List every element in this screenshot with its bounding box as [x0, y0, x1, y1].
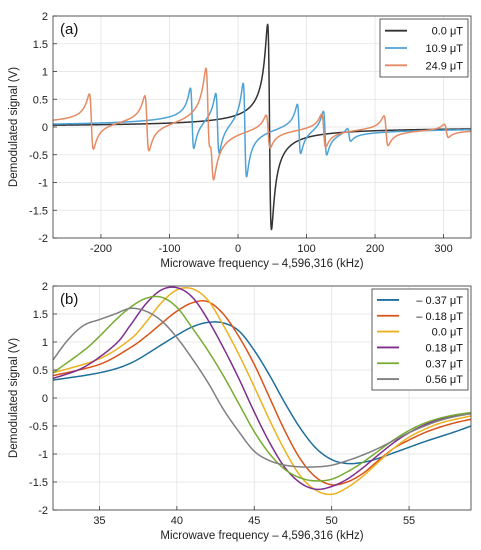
panel-a-series-group [53, 23, 471, 231]
panel-b-y-axis-label: Demodulated signal (V) [8, 338, 20, 458]
panel-a-xtick-label: 200 [366, 243, 384, 255]
panel-b-ytick-label: 0 [42, 393, 48, 405]
panel-b-legend-box [371, 288, 469, 391]
panel-b-ytick-label: -2 [38, 505, 48, 517]
panel-b-legend-label: 0.18 μT [425, 342, 463, 354]
panel-a-xtick-label: -100 [158, 243, 180, 255]
panel-b-ytick-label: 2 [42, 281, 48, 293]
panel-a-ytick-label: 2 [42, 11, 48, 23]
panel-a-ytick-label: -1 [38, 178, 48, 190]
panel-b-panel-label: (b) [60, 291, 78, 308]
panel-b-xtick-label: 45 [248, 515, 260, 527]
panel-b-legend-label: – 0.37 μT [416, 295, 463, 307]
panel-a-ytick-label: 0 [42, 122, 48, 134]
panel-b-ytick-label: 0.5 [33, 365, 48, 377]
panel-b-x-axis-label: Microwave frequency – 4,596,316 (kHz) [160, 530, 363, 542]
panel-a-xtick-label: 0 [235, 243, 241, 255]
panel-a-legend-label: 10.9 μT [425, 43, 463, 55]
panel-b-legend-label: – 0.18 μT [416, 311, 463, 323]
panel-a-y-axis-label: Demodulated signal (V) [8, 67, 20, 187]
panel-b-legend-label: 0.56 μT [425, 374, 463, 386]
panel-a-series-line-0 [53, 23, 471, 231]
panel-b-xtick-label: 55 [403, 515, 415, 527]
panel-a-legend-label: 24.9 μT [425, 60, 463, 72]
panel-b-series-line-0 [53, 321, 471, 465]
panel-b-legend: – 0.37 μT – 0.18 μT 0.0 μT 0.18 μT 0.37 μT 0.… [371, 288, 469, 391]
panel-b-ytick-label: -1.5 [29, 477, 48, 489]
panel-b-ytick-label: 1 [42, 337, 48, 349]
panel-a-ytick-label: -0.5 [29, 150, 48, 162]
panel-b-legend-label: 0.0 μT [432, 327, 464, 339]
panel-b-xtick-label: 40 [171, 515, 183, 527]
panel-a-legend: 0.0 μT 10.9 μT 24.9 μT [379, 18, 469, 78]
panel-a-ytick-label: 1.5 [33, 39, 48, 51]
panel-b-series-line-5 [53, 307, 471, 468]
panel-b-series-line-1 [53, 300, 471, 486]
panel-a-ytick-label: -1.5 [29, 205, 48, 217]
panel-b-ytick-label: -0.5 [29, 421, 48, 433]
panel-b-legend-label: 0.37 μT [425, 358, 463, 370]
chart-panel-b: 35 40 45 50 55 -2 -1.5 -1 -0.5 0 0.5 1 1.5 2 Microwave… [8, 281, 472, 542]
panel-a-series-line-2 [53, 67, 471, 181]
panel-a-panel-label: (a) [60, 21, 78, 38]
panel-b-ytick-label: -1 [38, 449, 48, 461]
panel-a-xtick-label: 300 [434, 243, 452, 255]
panel-a-ytick-label: 0.5 [33, 94, 48, 106]
panel-b-ytick-label: 1.5 [33, 309, 48, 321]
panel-b-xtick-label: 50 [326, 515, 338, 527]
panel-b-xtick-label: 35 [93, 515, 105, 527]
panel-a-xtick-label: -200 [90, 243, 112, 255]
panel-a-ytick-label: 1 [42, 67, 48, 79]
panel-b-series-group [53, 286, 471, 496]
panel-b-series-line-2 [53, 287, 471, 496]
panel-a-xtick-label: 100 [297, 243, 315, 255]
panel-b-series-line-4 [53, 295, 471, 482]
panel-a-legend-label: 0.0 μT [432, 26, 464, 38]
panel-a-x-axis-label: Microwave frequency – 4,596,316 (kHz) [160, 258, 363, 270]
panel-a-ytick-label: -2 [38, 233, 48, 245]
chart-panel-a: -200 -100 0 100 200 300 -2 -1.5 -1 -0.5 0 0.5 1 1.5 2 M… [8, 11, 472, 270]
